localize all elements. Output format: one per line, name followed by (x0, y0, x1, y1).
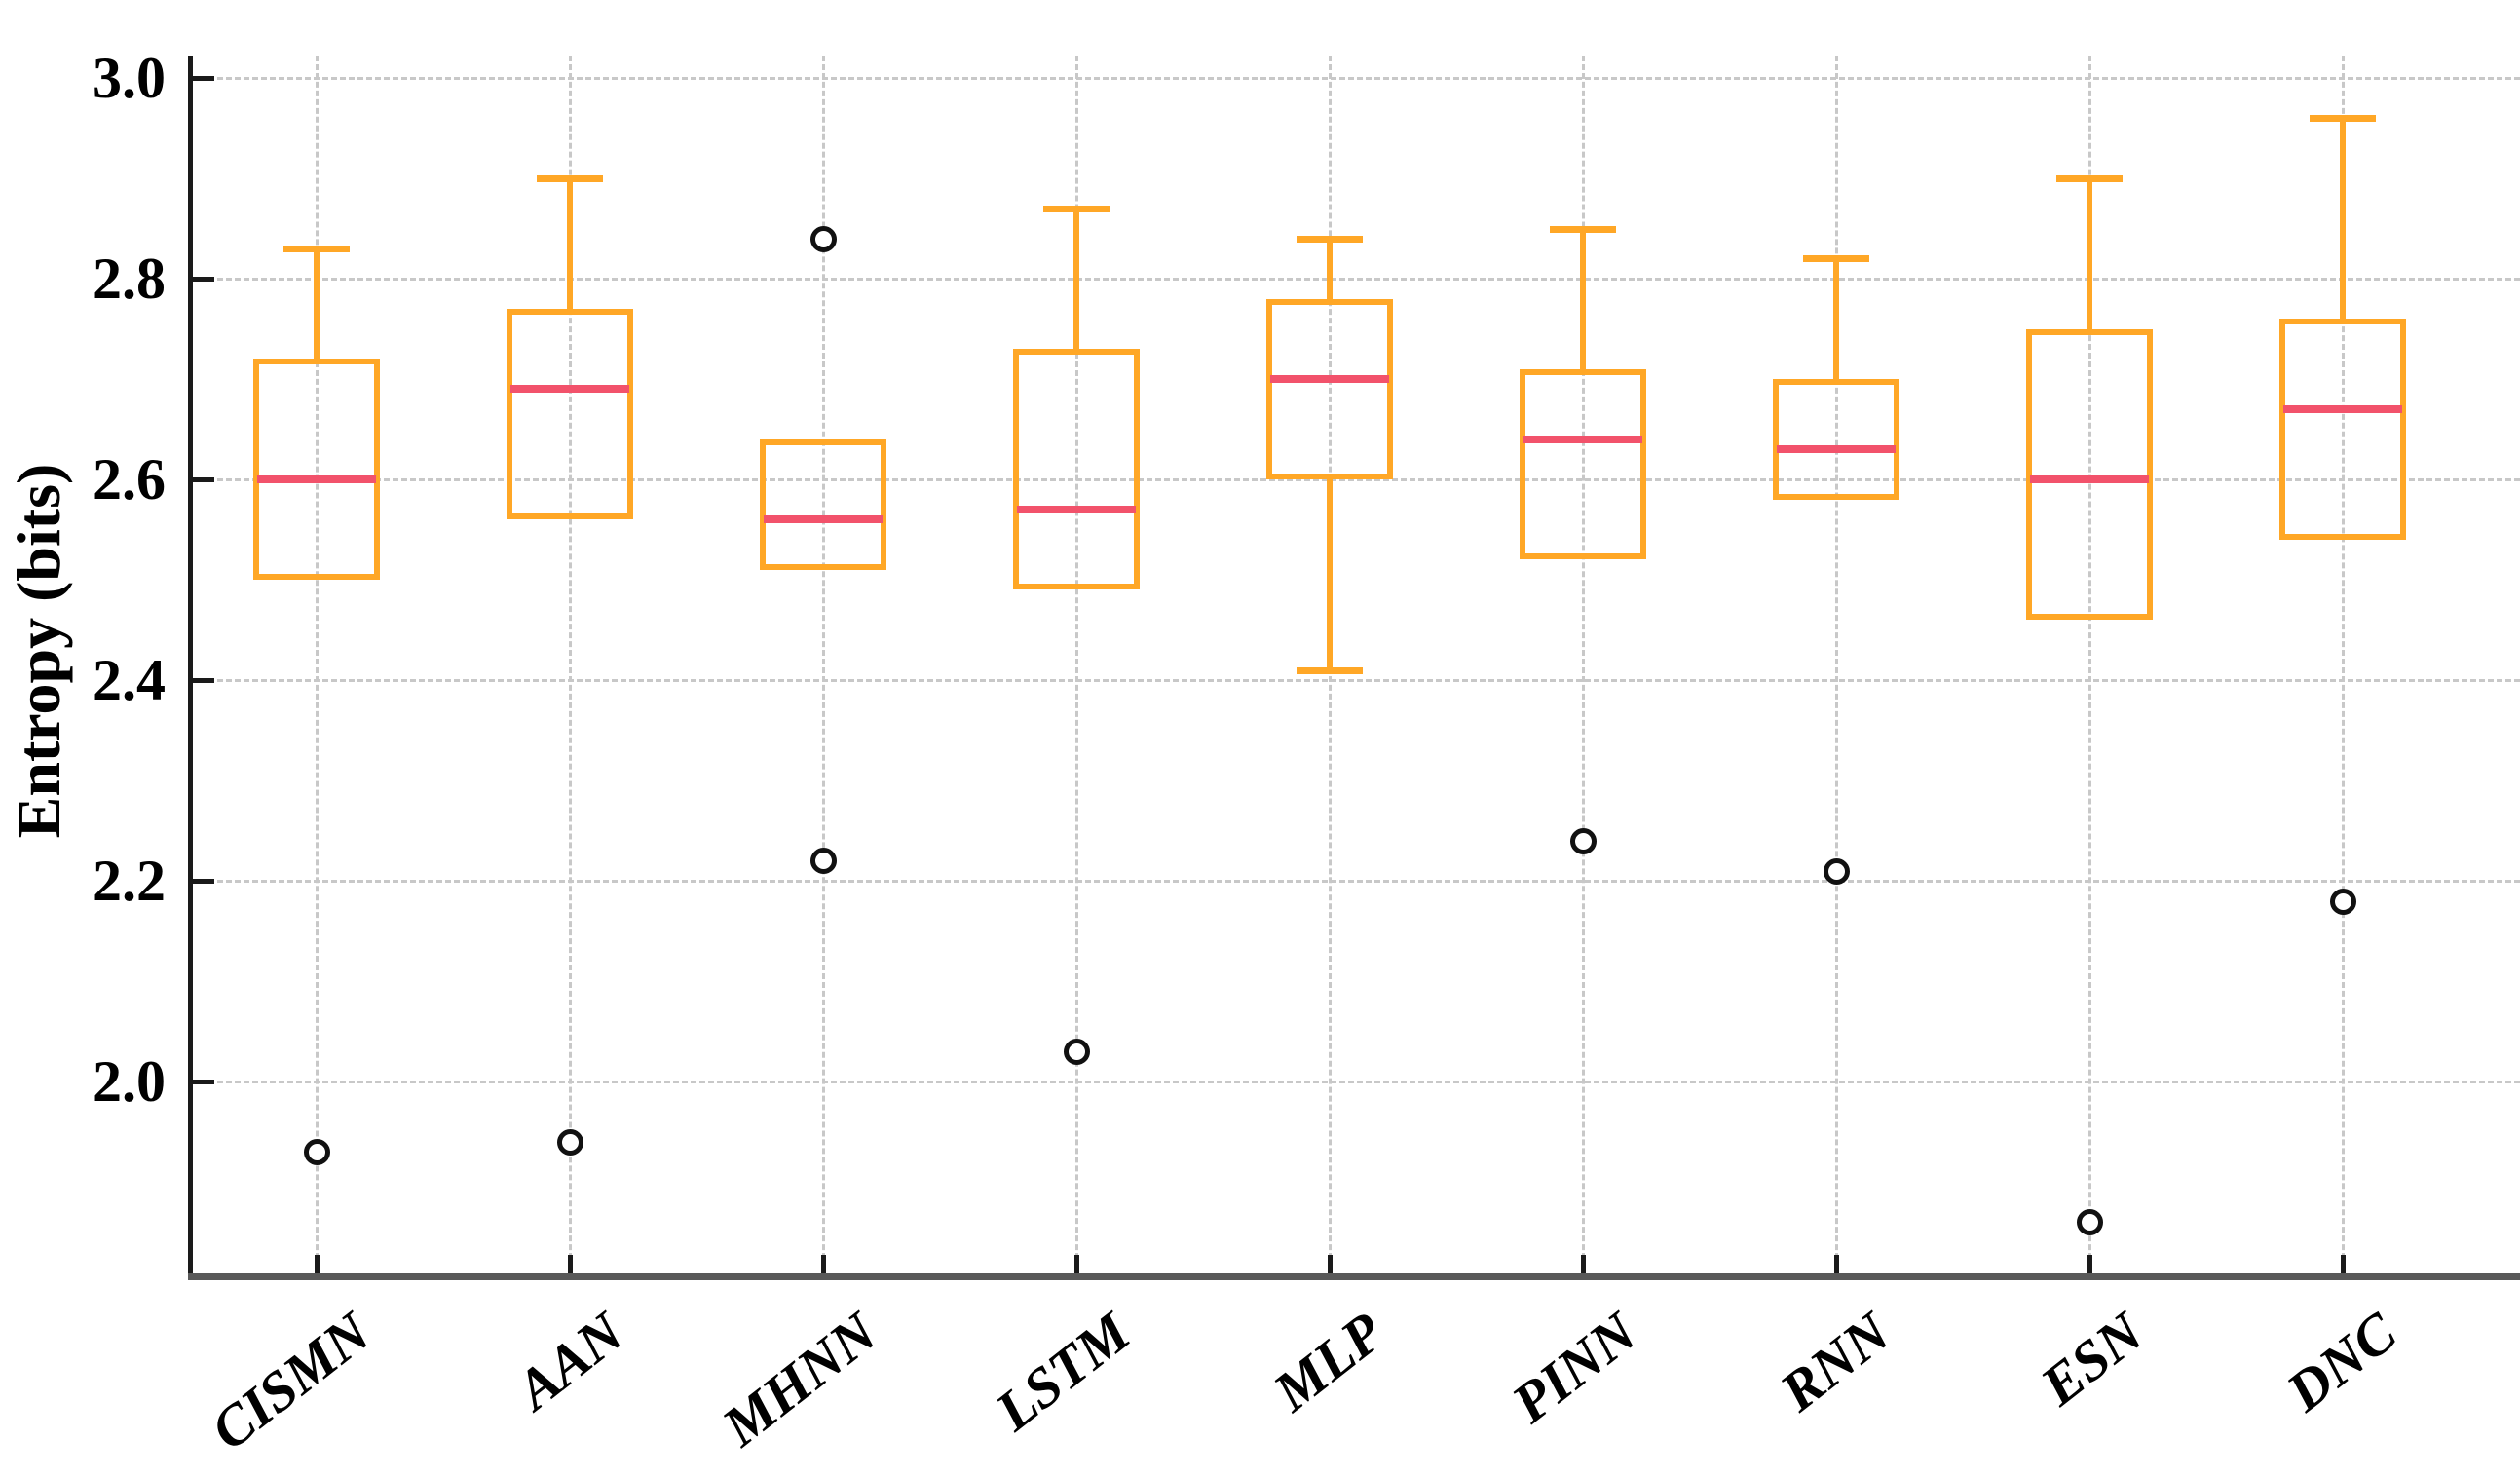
whisker-high-cap-cismn (283, 246, 350, 253)
whisker-low-cap-mlp (1297, 666, 1363, 674)
gridline-horizontal (191, 77, 2520, 80)
y-tick-label: 2.6 (93, 447, 166, 512)
whisker-high-cismn (314, 248, 320, 360)
whisker-high-cap-dnc (2310, 115, 2376, 123)
x-tick-label: MLP (1261, 1300, 1395, 1423)
outlier-esn (2077, 1209, 2103, 1236)
whisker-high-cap-pinn (1550, 225, 1616, 233)
x-tickmark (2341, 1255, 2346, 1276)
x-tickmark (1074, 1255, 1079, 1276)
box-esn (2026, 328, 2153, 621)
gridline-horizontal (191, 478, 2520, 481)
x-tickmark (2087, 1255, 2092, 1276)
gridline-vertical (822, 56, 825, 1276)
x-tick-label: MHNN (710, 1300, 888, 1459)
whisker-high-cap-rnn (1803, 255, 1869, 263)
x-tickmark (821, 1255, 826, 1276)
median-rnn (1777, 445, 1896, 454)
median-lstm (1017, 505, 1136, 513)
y-tick-label: 2.8 (93, 246, 166, 311)
box-mhnn (760, 438, 886, 570)
outlier-mhnn (810, 225, 837, 252)
median-mhnn (764, 515, 883, 524)
whisker-low-mlp (1327, 479, 1333, 670)
whisker-high-mlp (1327, 238, 1333, 299)
x-axis-spine (188, 1273, 2520, 1280)
box-rnn (1773, 379, 1899, 500)
y-tickmark (193, 477, 214, 482)
gridline-vertical (569, 56, 572, 1276)
median-pinn (1523, 435, 1642, 443)
median-cismn (257, 475, 376, 483)
whisker-high-lstm (1073, 208, 1079, 350)
box-lstm (1013, 349, 1140, 590)
box-dnc (2279, 319, 2406, 540)
gridline-horizontal (191, 278, 2520, 281)
outlier-cismn (304, 1139, 330, 1166)
y-tick-label: 3.0 (93, 46, 166, 110)
gridline-vertical (2342, 56, 2345, 1276)
x-tick-label: DNC (2275, 1300, 2408, 1423)
whisker-high-pinn (1580, 228, 1586, 369)
x-tickmark (568, 1255, 573, 1276)
x-tick-label: AAN (504, 1300, 635, 1422)
y-tick-label: 2.2 (93, 849, 166, 913)
gridline-vertical (1835, 56, 1838, 1276)
x-tick-label: PINN (1500, 1300, 1648, 1435)
whisker-high-cap-esn (2056, 175, 2123, 182)
x-tickmark (1834, 1255, 1839, 1276)
x-tickmark (1581, 1255, 1586, 1276)
outlier-aan (557, 1128, 583, 1156)
gridline-horizontal (191, 679, 2520, 682)
median-mlp (1270, 375, 1389, 383)
whisker-high-cap-aan (537, 175, 603, 182)
median-aan (510, 385, 629, 394)
y-tickmark (193, 277, 214, 282)
gridline-vertical (2088, 56, 2091, 1276)
whisker-high-dnc (2340, 118, 2346, 320)
x-tickmark (315, 1255, 320, 1276)
box-cismn (253, 359, 380, 580)
outlier-pinn (1570, 827, 1597, 854)
outlier-lstm (1064, 1039, 1090, 1066)
gridline-vertical (1582, 56, 1585, 1276)
y-axis-spine (188, 56, 193, 1280)
y-axis-title: Entropy (bits) (4, 463, 73, 839)
x-tick-label: ESN (2028, 1300, 2155, 1419)
y-tickmark (193, 879, 214, 884)
gridline-vertical (316, 56, 319, 1276)
whisker-high-esn (2087, 178, 2092, 329)
outlier-mhnn (810, 848, 837, 875)
outlier-dnc (2330, 888, 2356, 915)
y-tickmark (193, 76, 214, 81)
x-tick-label: CISMN (199, 1300, 382, 1462)
y-tickmark (193, 678, 214, 683)
x-tick-label: LSTM (983, 1300, 1142, 1443)
box-pinn (1520, 368, 1646, 560)
y-tick-label: 2.0 (93, 1049, 166, 1114)
y-tick-label: 2.4 (93, 648, 166, 712)
y-tickmark (193, 1080, 214, 1084)
median-dnc (2283, 404, 2402, 413)
median-esn (2030, 475, 2149, 483)
whisker-high-aan (567, 178, 573, 309)
gridline-horizontal (191, 880, 2520, 883)
whisker-high-cap-mlp (1297, 235, 1363, 243)
whisker-high-rnn (1833, 258, 1839, 379)
gridline-vertical (1075, 56, 1078, 1276)
box-aan (507, 308, 633, 520)
x-tick-label: RNN (1768, 1300, 1901, 1423)
gridline-horizontal (191, 1081, 2520, 1083)
outlier-rnn (1824, 857, 1850, 885)
whisker-high-cap-lstm (1043, 205, 1110, 212)
x-tickmark (1328, 1255, 1333, 1276)
box-mlp (1266, 298, 1393, 479)
